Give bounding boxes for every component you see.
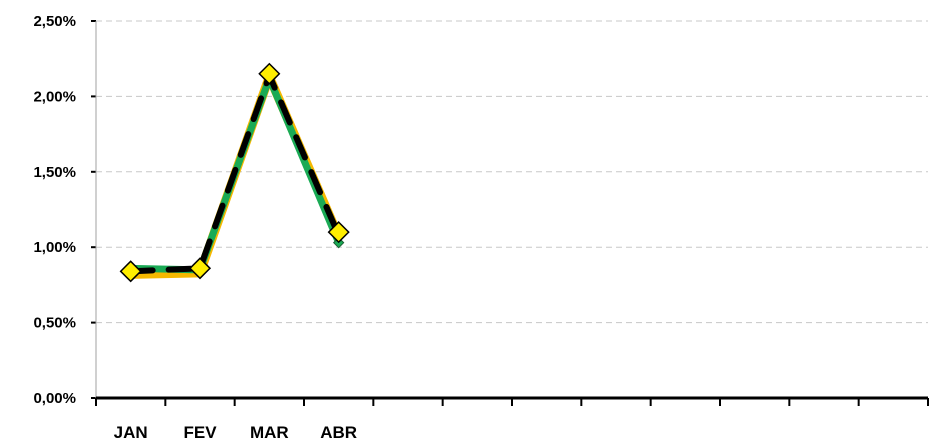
series-lines [126, 72, 344, 279]
y-tick-label: 1,50% [33, 164, 76, 181]
x-tick-label: ABR [320, 423, 357, 442]
y-tick-label: 2,50% [33, 13, 76, 30]
axes [91, 20, 929, 406]
series-line-3 [127, 72, 342, 275]
y-tick-label: 0,00% [33, 390, 76, 407]
y-tick-label: 0,50% [33, 315, 76, 332]
y-tick-label: 1,00% [33, 239, 76, 256]
x-tick-label: JAN [114, 423, 148, 442]
y-axis-tick-labels: 0,00% 0,50% 1,00% 1,50% 2,00% 2,50% [33, 13, 76, 407]
x-tick-label: FEV [183, 423, 217, 442]
series-markers [119, 62, 350, 283]
y-tick-label: 2,00% [33, 88, 76, 105]
series-4-marker [258, 62, 281, 85]
x-tick-label: MAR [250, 423, 289, 442]
series-4-marker [327, 221, 350, 244]
gridlines [96, 20, 928, 324]
series-4-marker [188, 257, 212, 280]
x-axis-category-labels: JAN FEV MAR ABR [114, 423, 357, 442]
series-4-marker [119, 260, 142, 283]
